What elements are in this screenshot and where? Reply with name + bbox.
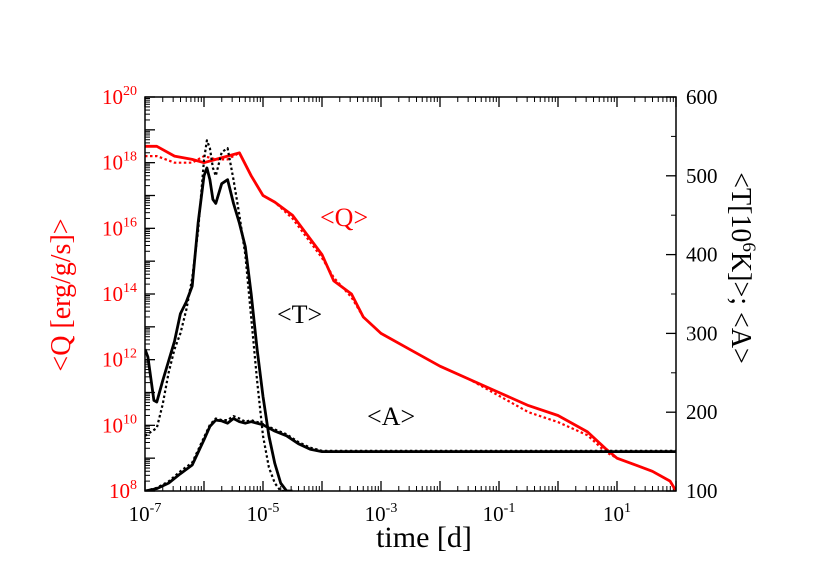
x-tick-exponent: -3 — [386, 501, 398, 516]
series-q-dotted — [145, 151, 676, 491]
x-tick-base: 10 — [129, 502, 150, 526]
x-tick-base: 10 — [247, 502, 268, 526]
y-left-tick-exponent: 10 — [123, 412, 137, 427]
y-left-tick-label: 1018 — [102, 150, 137, 175]
y-right-tick-label: 100 — [686, 479, 718, 503]
y-left-tick-base: 10 — [102, 151, 123, 175]
minor-ticks — [145, 97, 676, 491]
x-tick-label: 101 — [603, 501, 631, 526]
x-tick-base: 10 — [483, 502, 504, 526]
series-layer — [145, 139, 676, 491]
annotation-t: <T> — [277, 300, 322, 329]
x-axis-label: time [d] — [376, 521, 472, 554]
annotation-a: <A> — [367, 402, 415, 431]
y-left-tick-base: 10 — [102, 85, 123, 109]
series-q-solid — [145, 144, 676, 491]
y-axis-right-label: <T[106K]>; <A> — [725, 172, 759, 364]
y-right-tick-label: 500 — [686, 164, 718, 188]
annotation-q: <Q> — [320, 203, 368, 232]
y-axis-left-label: <Q [erg/g/s]> — [46, 218, 77, 371]
x-tick-label: 10-5 — [247, 501, 280, 526]
x-tick-exponent: -7 — [150, 501, 162, 516]
x-tick-exponent: -1 — [504, 501, 516, 516]
y-left-tick-exponent: 16 — [123, 215, 137, 230]
x-tick-exponent: 1 — [624, 501, 631, 516]
y-left-tick-exponent: 8 — [130, 478, 137, 493]
x-tick-exponent: -5 — [268, 501, 280, 516]
y-right-tick-label: 300 — [686, 321, 718, 345]
series-t-solid — [145, 166, 293, 491]
ylabel-right-exponent: 6 — [738, 242, 759, 252]
y-right-tick-label: 600 — [686, 85, 718, 109]
y-left-tick-exponent: 18 — [123, 150, 137, 165]
y-left-tick-base: 10 — [102, 413, 123, 437]
y-left-tick-label: 108 — [109, 478, 137, 503]
y-left-tick-label: 1012 — [102, 347, 137, 372]
y-left-tick-label: 1020 — [102, 84, 137, 109]
y-left-tick-exponent: 20 — [123, 84, 137, 99]
x-tick-label: 10-7 — [129, 501, 162, 526]
x-tick-label: 10-3 — [365, 501, 398, 526]
series-a-dotted — [145, 415, 676, 491]
y-left-tick-exponent: 12 — [123, 347, 137, 362]
y-left-tick-base: 10 — [109, 479, 130, 503]
ylabel-right-part-1: <T[10 — [725, 172, 756, 242]
y-left-tick-base: 10 — [102, 282, 123, 306]
y-left-tick-base: 10 — [102, 348, 123, 372]
y-left-tick-exponent: 14 — [123, 281, 137, 296]
tick-labels: 10-7 10-5 10-3 10-1 101108101010121014101610… — [102, 84, 718, 526]
ylabel-right-part-2: K]>; <A> — [725, 252, 756, 364]
x-tick-label: 10-1 — [483, 501, 516, 526]
series-t-dotted — [145, 139, 293, 491]
x-tick-base: 10 — [365, 502, 386, 526]
y-left-tick-label: 1016 — [102, 215, 137, 240]
y-right-tick-label: 400 — [686, 243, 718, 267]
major-ticks — [144, 96, 677, 492]
y-left-tick-label: 1010 — [102, 412, 137, 437]
y-left-tick-base: 10 — [102, 216, 123, 240]
y-right-tick-label: 200 — [686, 400, 718, 424]
x-tick-base: 10 — [603, 502, 624, 526]
y-left-tick-label: 1014 — [102, 281, 137, 306]
